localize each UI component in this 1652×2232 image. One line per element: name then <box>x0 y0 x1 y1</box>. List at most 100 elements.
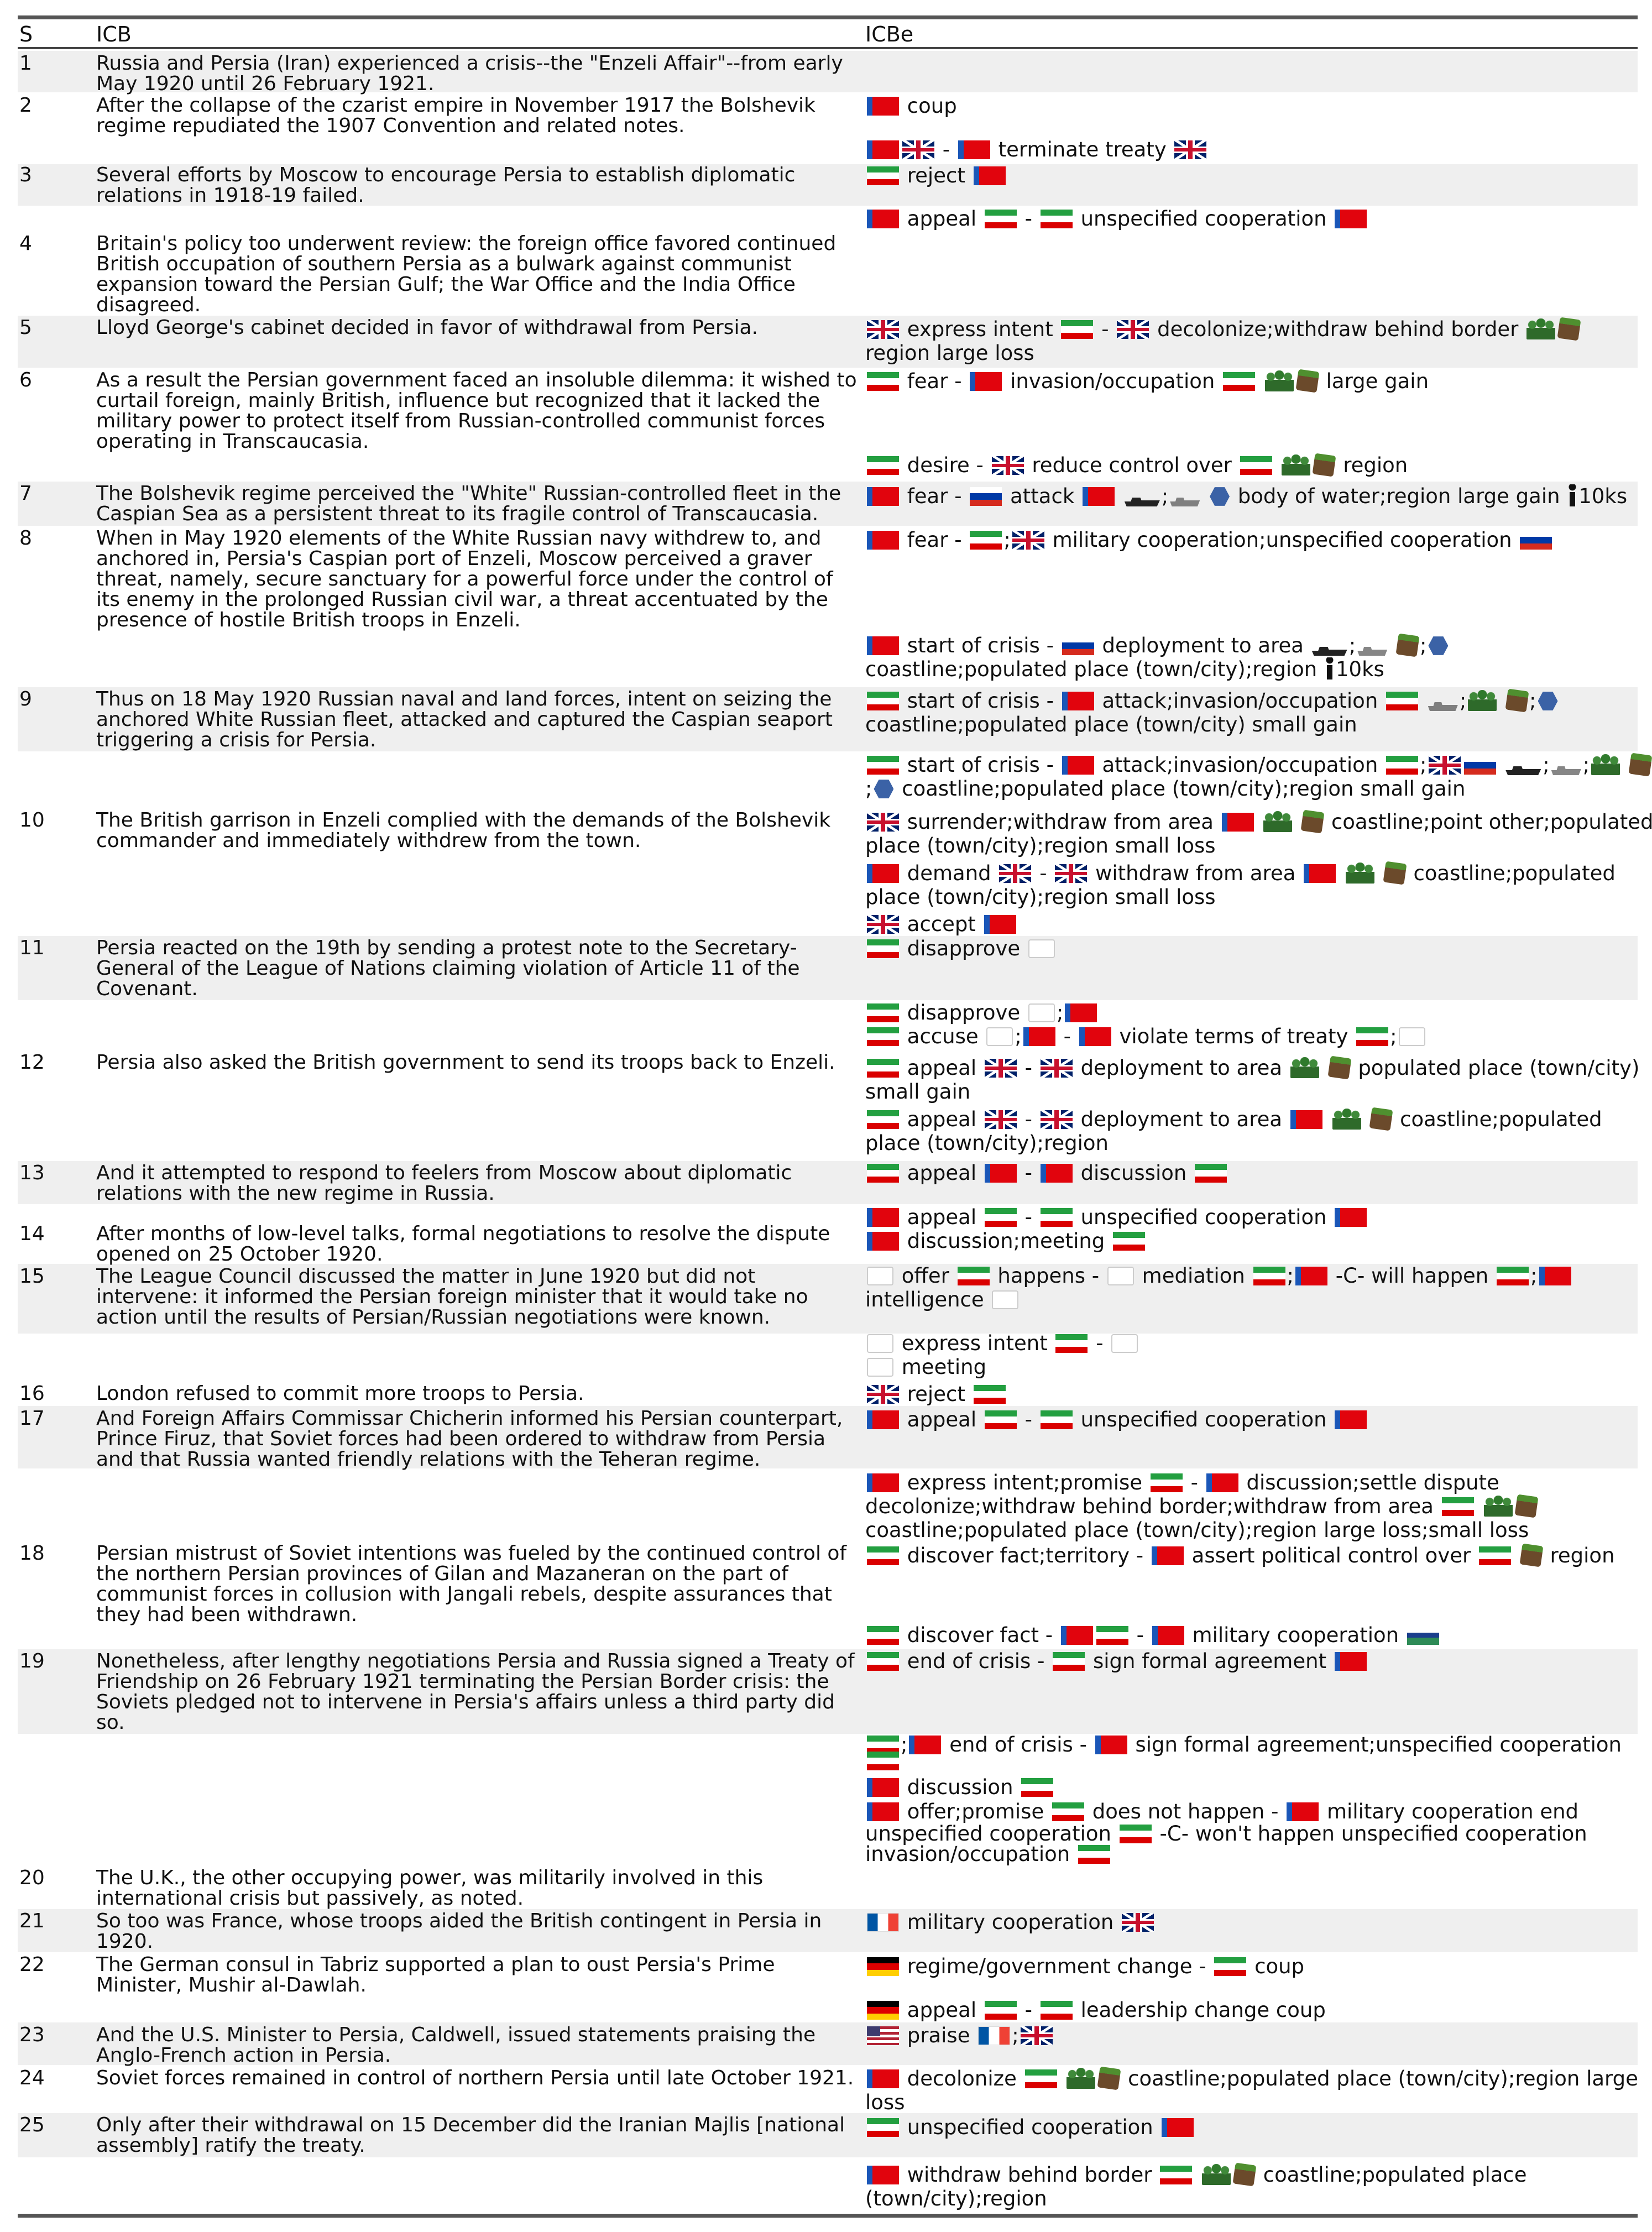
event-text: 10ks <box>1335 657 1384 681</box>
row-number: 1 <box>19 52 32 75</box>
iran-flag-icon <box>867 1652 899 1671</box>
iran-flag-icon <box>867 1003 899 1022</box>
row-number: 3 <box>19 164 32 186</box>
event-text: loss <box>865 2090 905 2114</box>
event-text: coastline;populated <box>1400 1107 1602 1131</box>
iran-flag-icon <box>1053 1652 1085 1671</box>
soldiers-icon <box>1591 754 1620 775</box>
warship-icon <box>1505 766 1541 775</box>
event-text: military cooperation <box>1192 1623 1399 1647</box>
row-band <box>18 2022 1638 2065</box>
icbe-event: appeal - discussion <box>865 1161 1637 1185</box>
event-text: attack;invasion/occupation <box>1102 753 1378 777</box>
germany-flag-icon <box>867 2001 899 2020</box>
icbe-event: reject <box>865 1382 1637 1406</box>
event-text: deployment to area <box>1102 634 1304 657</box>
event-text: discussion;settle dispute <box>1246 1471 1499 1494</box>
event-text: disapprove <box>907 1001 1021 1024</box>
event-text: coastline;populated place (town/city);re… <box>1128 2067 1638 2090</box>
uk-flag-icon <box>902 140 934 159</box>
event-text: coup <box>907 94 957 118</box>
event-text: coastline;populated place (town/city);re… <box>865 1518 1529 1542</box>
icbe-event: fear - invasion/occupation large gain <box>865 369 1637 393</box>
iran-flag-icon <box>1150 1473 1183 1492</box>
iran-flag-icon <box>867 692 899 710</box>
soldiers-icon <box>1282 454 1311 475</box>
icbe-event: surrender;withdraw from area coastline;p… <box>865 809 1652 858</box>
iran-flag-icon <box>1113 1232 1146 1251</box>
soviet-flag-icon <box>973 166 1006 185</box>
soviet-flag-icon <box>867 531 899 550</box>
icbe-event: ; end of crisis - sign formal agreement;… <box>865 1733 1637 1773</box>
icb-sentence: Lloyd George's cabinet decided in favor … <box>96 316 758 339</box>
iran-flag-icon <box>1040 1410 1073 1429</box>
icb-sentence: Persian mistrust of Soviet intentions wa… <box>96 1542 847 1626</box>
icbe-event: desire - reduce control over region <box>865 453 1637 477</box>
event-text: reject <box>907 1382 965 1406</box>
soldiers-icon <box>1202 2164 1231 2185</box>
event-text: reduce control over <box>1032 453 1232 477</box>
event-text: coastline;populated place <box>1263 2163 1527 2187</box>
uk-flag-icon <box>999 864 1032 883</box>
event-text: decolonize <box>907 2067 1017 2090</box>
soviet-flag-icon <box>867 1473 899 1492</box>
row-band <box>18 1909 1638 1952</box>
soviet-flag-icon <box>1295 1267 1328 1285</box>
event-text: regime/government change <box>907 1954 1193 1978</box>
iran-flag-icon <box>970 531 1002 550</box>
uk-flag-icon <box>984 1059 1017 1078</box>
iran-flag-icon <box>867 939 899 958</box>
uk-flag-icon <box>1020 2026 1053 2045</box>
iran-flag-icon <box>957 1267 990 1285</box>
event-text: 10ks <box>1578 484 1628 508</box>
event-text: region <box>1343 453 1408 477</box>
us-flag-icon <box>867 2026 899 2045</box>
iran-flag-icon <box>1441 1497 1474 1516</box>
event-text: discussion;meeting <box>907 1229 1105 1253</box>
soviet-flag-icon <box>984 915 1016 934</box>
event-text: disapprove <box>907 937 1021 960</box>
soviet-flag-icon <box>867 1778 899 1797</box>
icbe-event: regime/government change - coup <box>865 1954 1637 1978</box>
icbe-event: express intent - meeting <box>865 1331 1637 1379</box>
territory-cube-icon <box>1327 1055 1352 1080</box>
icbe-event: demand - withdraw from area coastline;po… <box>865 861 1637 909</box>
iran-flag-icon <box>1040 2001 1073 2020</box>
icbe-event: discover fact;territory - assert politic… <box>865 1543 1637 1567</box>
event-text: decolonize;withdraw behind border;withdr… <box>865 1494 1434 1518</box>
body-of-water-icon <box>1210 487 1230 506</box>
event-text: happens <box>997 1264 1085 1288</box>
icb-sentence: After the collapse of the czarist empire… <box>96 94 815 137</box>
icbe-event: express intent - decolonize;withdraw beh… <box>865 317 1637 365</box>
soviet-flag-icon <box>867 210 899 228</box>
icbe-event: offer;promise does not happen - military… <box>865 1800 1587 1866</box>
row-band <box>18 1161 1638 1204</box>
icb-sentence: The German consul in Tabriz supported a … <box>96 1953 775 1996</box>
icb-sentence: So too was France, whose troops aided th… <box>96 1910 822 1953</box>
row-number: 15 <box>19 1265 45 1288</box>
iran-flag-icon <box>867 1164 899 1183</box>
row-number: 23 <box>19 2024 45 2046</box>
icbe-event: disapprove ; accuse ; - violate terms of… <box>865 1001 1637 1048</box>
territory-cube-icon <box>1505 688 1529 713</box>
icb-sentence: Soviet forces remained in control of nor… <box>96 2067 854 2089</box>
iran-flag-icon <box>1096 1626 1128 1645</box>
event-text: start of crisis <box>907 634 1040 657</box>
event-text: small gain <box>865 1080 971 1104</box>
soviet-flag-icon <box>867 864 899 883</box>
event-text: place (town/city);region <box>865 1131 1109 1155</box>
event-text: discover fact;territory <box>907 1544 1130 1567</box>
event-text: appeal <box>907 1408 977 1431</box>
event-text: demand <box>907 861 991 885</box>
soviet-flag-icon <box>867 140 899 159</box>
event-text: leadership change coup <box>1080 1998 1326 2022</box>
event-text: -C- won't happen unspecified cooperation <box>1159 1822 1587 1846</box>
league-of-nations-icon <box>1028 939 1055 958</box>
soviet-flag-icon <box>867 1802 899 1821</box>
row-number: 8 <box>19 527 32 550</box>
event-text: meeting <box>901 1355 987 1379</box>
soldiers-icon <box>1067 2068 1096 2089</box>
uk-flag-icon <box>867 915 899 934</box>
iran-flag-icon <box>1052 1802 1084 1821</box>
